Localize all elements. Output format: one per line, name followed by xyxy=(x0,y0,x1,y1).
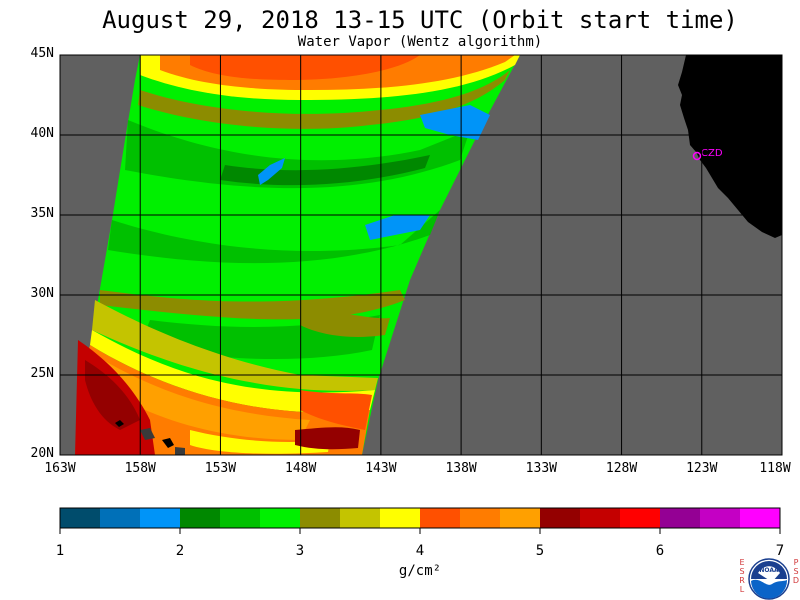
map-title: August 29, 2018 13-15 UTC (Orbit start t… xyxy=(102,6,738,34)
psd-letter: P xyxy=(793,558,799,567)
colorbar-swatch xyxy=(620,508,661,528)
longitude-label: 138W xyxy=(445,461,477,476)
noaa-emblem-icon: NOAA xyxy=(748,558,790,600)
colorbar-swatch xyxy=(100,508,141,528)
latitude-label: 40N xyxy=(30,126,54,141)
band-medium-green-2 xyxy=(108,210,440,264)
data-swath xyxy=(75,55,520,455)
colorbar-unit: g/cm² xyxy=(398,563,442,579)
colorbar-swatch xyxy=(420,508,461,528)
latitude-label: 30N xyxy=(30,286,54,301)
band-orange-red xyxy=(300,390,372,430)
longitude-label: 153W xyxy=(204,461,237,476)
longitude-label: 158W xyxy=(124,461,156,476)
psd-letters: P S D xyxy=(792,558,800,585)
colorbar-swatch xyxy=(300,508,341,528)
colorbar-tick-label: 3 xyxy=(295,543,305,559)
island-3 xyxy=(140,428,155,440)
colorbar xyxy=(59,507,781,529)
colorbar-swatch xyxy=(340,508,381,528)
station-label: CZD xyxy=(701,148,723,159)
colorbar-swatch xyxy=(220,508,261,528)
latitude-label: 45N xyxy=(30,46,54,61)
band-orange-top-2 xyxy=(190,55,420,80)
island-2 xyxy=(162,438,174,448)
longitude-label: 118W xyxy=(759,461,791,476)
longitude-label: 163W xyxy=(44,461,76,476)
band-olive-2 xyxy=(300,310,390,337)
island xyxy=(115,420,124,427)
colorbar-swatch xyxy=(460,508,501,528)
band-olive-3 xyxy=(138,70,510,129)
latitude-label: 25N xyxy=(30,366,54,381)
colorbar-swatch xyxy=(540,508,581,528)
colorbar-swatch xyxy=(140,508,181,528)
longitude-label: 128W xyxy=(605,461,638,476)
colorbar-swatch xyxy=(700,508,741,528)
colorbar-swatch xyxy=(60,508,101,528)
band-yellow-mid xyxy=(92,300,378,391)
dry-spot-1 xyxy=(420,105,490,140)
dry-spot-3 xyxy=(258,158,285,185)
colorbar-tick-label: 2 xyxy=(175,543,185,559)
land-mass xyxy=(678,55,782,238)
longitude-label: 133W xyxy=(525,461,557,476)
island-4 xyxy=(175,447,185,455)
colorbar-tick-label: 1 xyxy=(55,543,65,559)
esrl-letter: L xyxy=(739,585,745,594)
map-subtitle: Water Vapor (Wentz algorithm) xyxy=(297,34,543,50)
colorbar-swatch xyxy=(180,508,221,528)
band-dark-red-bottom xyxy=(295,427,360,450)
colorbar-swatch xyxy=(660,508,701,528)
psd-letter: D xyxy=(792,576,800,585)
band-medium-green-4 xyxy=(220,155,430,186)
longitude-label: 123W xyxy=(686,461,718,476)
esrl-letter: E xyxy=(739,558,745,567)
map-plot-area: CZD xyxy=(60,55,782,455)
noaa-text: NOAA xyxy=(759,567,779,574)
esrl-letter: S xyxy=(739,567,745,576)
noaa-logo: E S R L NOAA P S D xyxy=(738,558,800,600)
colorbar-tick-label: 7 xyxy=(775,543,785,559)
map-frame xyxy=(59,54,783,456)
latitude-label: 20N xyxy=(30,446,54,461)
colorbar-tick-label: 4 xyxy=(415,543,425,559)
band-darker-red xyxy=(85,360,140,430)
station-marker xyxy=(692,151,702,161)
colorbar-tick-label: 6 xyxy=(655,543,665,559)
colorbar-swatch xyxy=(500,508,541,528)
colorbar-tick-label: 5 xyxy=(535,543,545,559)
longitude-label: 148W xyxy=(285,461,317,476)
longitude-label: 143W xyxy=(365,461,397,476)
lat-lon-grid xyxy=(60,55,782,455)
esrl-letters: E S R L xyxy=(738,558,746,594)
colorbar-swatch xyxy=(260,508,301,528)
colorbar-swatch xyxy=(380,508,421,528)
psd-letter: S xyxy=(793,567,799,576)
band-orange-bottom-2 xyxy=(90,355,310,440)
colorbar-ticks xyxy=(59,528,781,534)
esrl-letter: R xyxy=(739,576,745,585)
band-yellow-bottom xyxy=(190,430,330,454)
colorbar-swatch xyxy=(580,508,621,528)
colorbar-swatch xyxy=(740,508,781,528)
latitude-label: 35N xyxy=(30,206,54,221)
